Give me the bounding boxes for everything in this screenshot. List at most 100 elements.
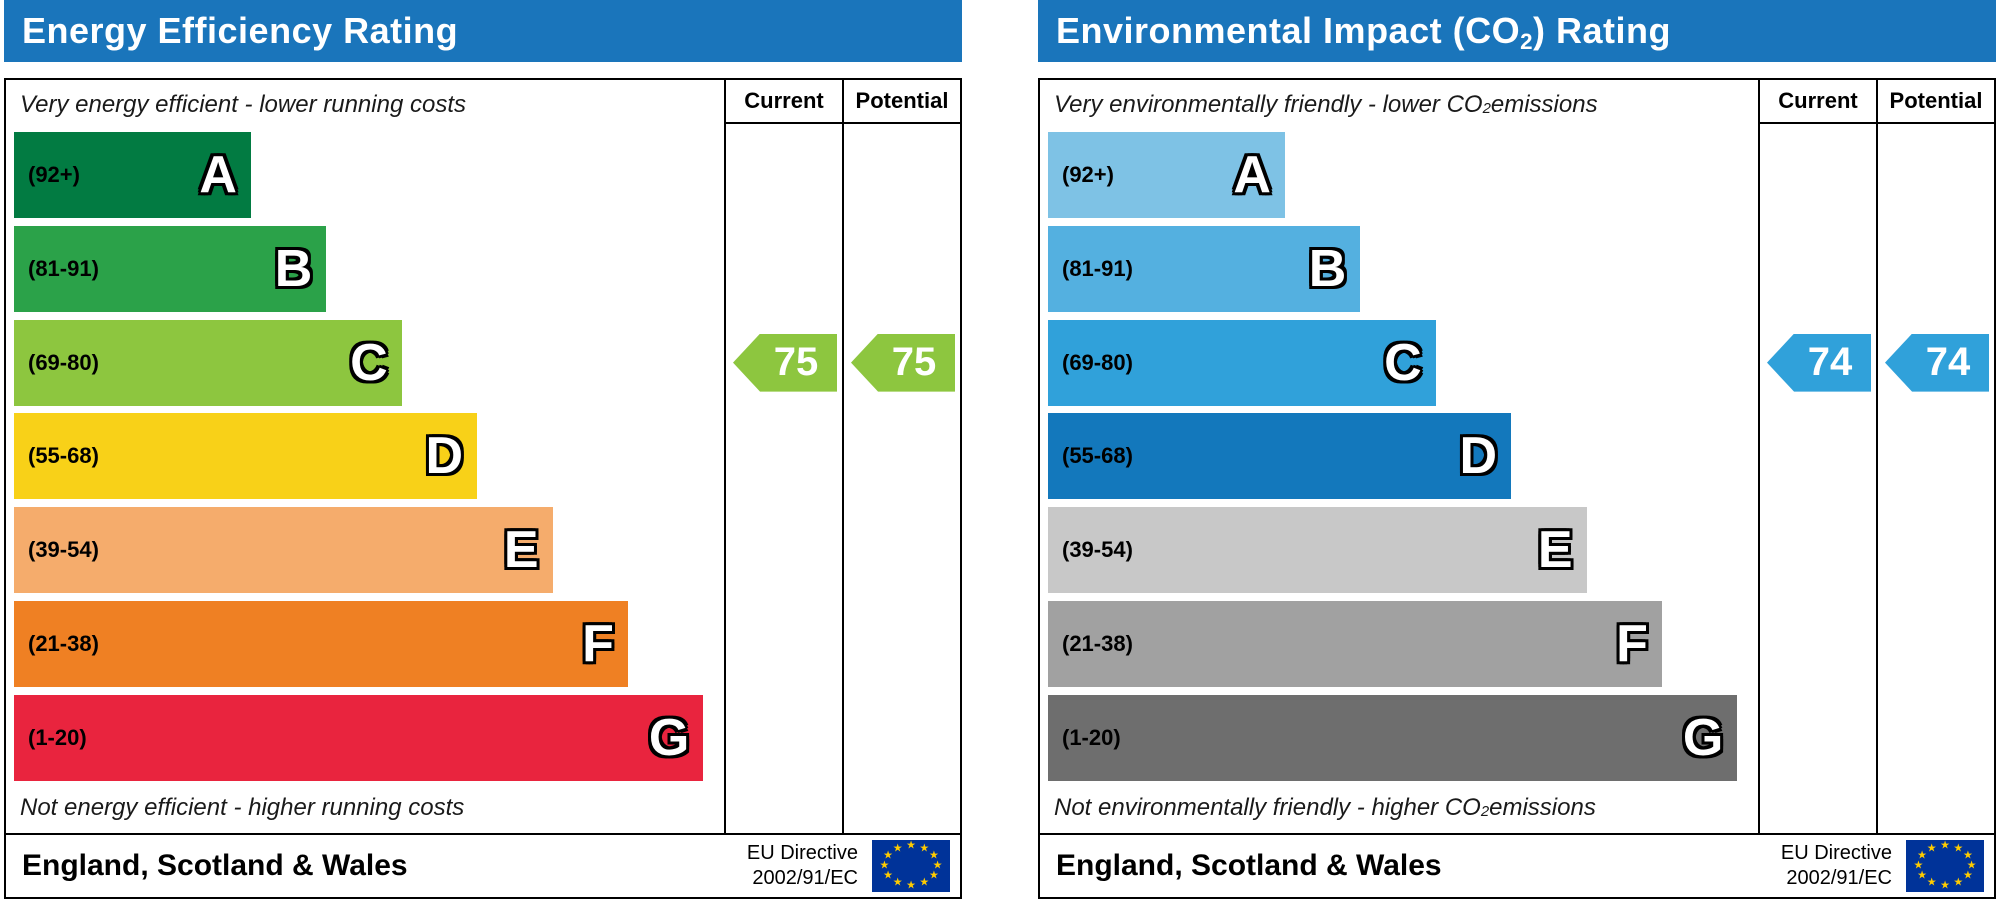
eu-flag-star: ★ bbox=[1913, 859, 1924, 872]
eu-flag-star: ★ bbox=[883, 849, 893, 862]
band-range-label: (21-38) bbox=[1062, 631, 1133, 657]
band-range-label: (55-68) bbox=[28, 443, 99, 469]
band-row-a: (92+) A bbox=[6, 132, 724, 218]
eu-directive-line1: EU Directive bbox=[1780, 842, 1892, 864]
energy-efficiency-panel: Energy Efficiency Rating Very energy eff… bbox=[4, 0, 962, 899]
energy-rating-table: Very energy efficient - lower running co… bbox=[4, 78, 962, 899]
title-text-post: ) Rating bbox=[1533, 10, 1671, 51]
eu-flag-star: ★ bbox=[1926, 842, 1937, 855]
environmental-impact-title: Environmental Impact (CO2) Rating bbox=[1056, 10, 1671, 53]
bands: (92+) A (81-91) B (69-80) C (55-68) D (39-54) E (2… bbox=[6, 130, 724, 783]
eu-flag-icon: ★ ★ ★ ★ ★ ★ ★ ★ ★ ★ ★ ★ bbox=[872, 840, 950, 892]
band-bar-a: (92+) A bbox=[14, 132, 251, 218]
energy-efficiency-title: Energy Efficiency Rating bbox=[22, 13, 458, 49]
top-note-subscript: 2 bbox=[1482, 101, 1491, 118]
eu-flag-icon: ★ ★ ★ ★ ★ ★ ★ ★ ★ ★ ★ ★ bbox=[1906, 840, 1984, 892]
potential-column-body: 75 bbox=[844, 124, 960, 833]
band-range-label: (81-91) bbox=[1062, 255, 1133, 281]
band-row-e: (39-54) E bbox=[1040, 507, 1758, 594]
band-row-g: (1-20) G bbox=[6, 694, 724, 781]
potential-column: Potential 74 bbox=[1876, 80, 1994, 833]
eu-directive-label: EU Directive 2002/91/EC bbox=[747, 841, 858, 891]
potential-column-header: Potential bbox=[1878, 80, 1994, 124]
current-column: Current 75 bbox=[724, 80, 842, 833]
band-range-label: (39-54) bbox=[28, 537, 99, 563]
band-row-f: (21-38) F bbox=[1040, 601, 1758, 688]
eu-flag-star: ★ bbox=[929, 869, 939, 882]
band-bar-e: (39-54) E bbox=[14, 507, 553, 594]
band-row-d: (55-68) D bbox=[1040, 413, 1758, 500]
eu-flag-star: ★ bbox=[1926, 876, 1937, 889]
table-footer: England, Scotland & Wales EU Directive 2… bbox=[6, 833, 960, 897]
eu-flag-star: ★ bbox=[1940, 839, 1950, 852]
band-bar-g: (1-20) G bbox=[14, 694, 704, 781]
region-label: England, Scotland & Wales bbox=[1056, 849, 1442, 882]
current-rating-arrow: 75 bbox=[733, 333, 837, 392]
band-letter: B bbox=[274, 239, 313, 298]
eu-flag-star: ★ bbox=[1953, 842, 1964, 855]
band-letter: C bbox=[1384, 333, 1422, 392]
eu-flag-star: ★ bbox=[1963, 869, 1973, 882]
band-letter: E bbox=[1537, 521, 1573, 580]
band-range-label: (69-80) bbox=[1062, 349, 1133, 375]
bottom-note: Not energy efficient - higher running co… bbox=[6, 783, 724, 833]
band-range-label: (92+) bbox=[1062, 162, 1114, 187]
eu-flag-star: ★ bbox=[919, 842, 930, 855]
current-column-body: 75 bbox=[726, 124, 842, 833]
band-row-g: (1-20) G bbox=[1040, 694, 1758, 781]
band-row-f: (21-38) F bbox=[6, 601, 724, 688]
eu-flag-star: ★ bbox=[906, 879, 916, 892]
band-row-b: (81-91) B bbox=[1040, 225, 1758, 312]
eu-flag-star: ★ bbox=[1917, 869, 1927, 882]
band-letter: G bbox=[1682, 708, 1724, 767]
rating-table-body: Very environmentally friendly - lower CO… bbox=[1040, 80, 1994, 833]
top-note-text-post: emissions bbox=[1490, 91, 1598, 118]
band-row-c: (69-80) C bbox=[6, 319, 724, 406]
potential-column-header: Potential bbox=[844, 80, 960, 124]
band-range-label: (21-38) bbox=[28, 631, 99, 657]
band-letter: F bbox=[582, 615, 614, 674]
eu-flag-star: ★ bbox=[906, 839, 916, 852]
eu-flag-star: ★ bbox=[1953, 876, 1964, 889]
bottom-note-subscript: 2 bbox=[1480, 804, 1490, 821]
band-row-a: (92+) A bbox=[1040, 132, 1758, 218]
band-bar-f: (21-38) F bbox=[14, 601, 628, 688]
environmental-impact-panel: Environmental Impact (CO2) Rating Very e… bbox=[1038, 0, 1996, 899]
band-range-label: (39-54) bbox=[1062, 537, 1133, 563]
eu-flag-star: ★ bbox=[879, 859, 890, 872]
eu-directive-label: EU Directive 2002/91/EC bbox=[1781, 841, 1892, 891]
band-letter: D bbox=[425, 427, 464, 486]
energy-efficiency-title-bar: Energy Efficiency Rating bbox=[4, 0, 962, 62]
bottom-note-text-post: emissions bbox=[1489, 794, 1596, 821]
band-letter: D bbox=[1459, 427, 1498, 486]
rating-bands-column: Very environmentally friendly - lower CO… bbox=[1040, 80, 1758, 833]
band-range-label: (1-20) bbox=[1062, 724, 1121, 750]
rating-table-body: Very energy efficient - lower running co… bbox=[6, 80, 960, 833]
band-range-label: (92+) bbox=[28, 162, 80, 187]
band-bar-g: (1-20) G bbox=[1048, 694, 1738, 781]
bottom-note-text: Not energy efficient - higher running co… bbox=[20, 794, 465, 821]
eu-flag-star: ★ bbox=[1963, 849, 1973, 862]
band-range-label: (55-68) bbox=[1062, 443, 1133, 469]
band-letter: A bbox=[199, 146, 237, 204]
top-note: Very environmentally friendly - lower CO… bbox=[1040, 80, 1758, 130]
potential-rating-arrow: 74 bbox=[1885, 333, 1989, 392]
top-note-text: Very environmentally friendly - lower CO bbox=[1054, 91, 1483, 118]
band-bar-f: (21-38) F bbox=[1048, 601, 1662, 688]
eu-directive-line1: EU Directive bbox=[746, 842, 858, 864]
band-bar-c: (69-80) C bbox=[14, 319, 402, 406]
current-rating-arrow: 74 bbox=[1767, 333, 1871, 392]
current-column-header: Current bbox=[1760, 80, 1876, 124]
band-row-c: (69-80) C bbox=[1040, 319, 1758, 406]
bottom-note: Not environmentally friendly - higher CO… bbox=[1040, 783, 1758, 833]
band-bar-b: (81-91) B bbox=[1048, 225, 1361, 312]
band-letter: C bbox=[350, 333, 388, 392]
potential-column-body: 74 bbox=[1878, 124, 1994, 833]
environmental-impact-title-bar: Environmental Impact (CO2) Rating bbox=[1038, 0, 1996, 62]
band-bar-d: (55-68) D bbox=[14, 413, 478, 500]
band-range-label: (69-80) bbox=[28, 349, 99, 375]
band-row-e: (39-54) E bbox=[6, 507, 724, 594]
eu-flag-star: ★ bbox=[1966, 859, 1977, 872]
top-note-text: Very energy efficient - lower running co… bbox=[20, 91, 466, 118]
band-bar-d: (55-68) D bbox=[1048, 413, 1512, 500]
